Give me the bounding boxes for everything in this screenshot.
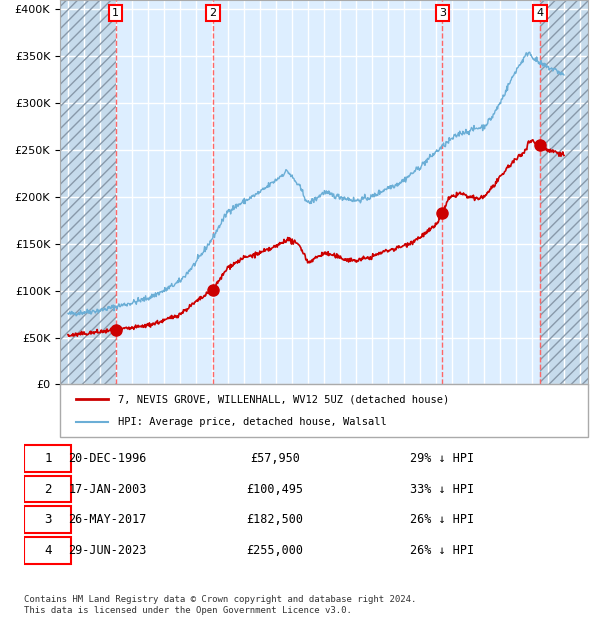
Bar — [540, 0, 588, 384]
FancyBboxPatch shape — [24, 507, 71, 533]
Text: £182,500: £182,500 — [247, 513, 304, 526]
Text: 4: 4 — [536, 8, 544, 18]
Text: 17-JAN-2003: 17-JAN-2003 — [68, 482, 147, 495]
Text: 1: 1 — [44, 452, 52, 465]
Text: £100,495: £100,495 — [247, 482, 304, 495]
Text: 4: 4 — [44, 544, 52, 557]
Bar — [60, 0, 116, 384]
Text: Contains HM Land Registry data © Crown copyright and database right 2024.
This d: Contains HM Land Registry data © Crown c… — [24, 595, 416, 614]
Text: 3: 3 — [439, 8, 446, 18]
Text: 33% ↓ HPI: 33% ↓ HPI — [410, 482, 475, 495]
Text: HPI: Average price, detached house, Walsall: HPI: Average price, detached house, Wals… — [118, 417, 387, 427]
Text: 26% ↓ HPI: 26% ↓ HPI — [410, 513, 475, 526]
Text: 20-DEC-1996: 20-DEC-1996 — [68, 452, 147, 465]
Text: £255,000: £255,000 — [247, 544, 304, 557]
FancyBboxPatch shape — [24, 445, 71, 472]
FancyBboxPatch shape — [24, 537, 71, 564]
FancyBboxPatch shape — [24, 476, 71, 502]
Text: 29% ↓ HPI: 29% ↓ HPI — [410, 452, 475, 465]
Text: 3: 3 — [44, 513, 52, 526]
Text: 7, NEVIS GROVE, WILLENHALL, WV12 5UZ (detached house): 7, NEVIS GROVE, WILLENHALL, WV12 5UZ (de… — [118, 394, 449, 404]
Bar — [60, 0, 116, 384]
Text: 26% ↓ HPI: 26% ↓ HPI — [410, 544, 475, 557]
Text: 2: 2 — [209, 8, 217, 18]
Text: 29-JUN-2023: 29-JUN-2023 — [68, 544, 147, 557]
Text: 26-MAY-2017: 26-MAY-2017 — [68, 513, 147, 526]
Bar — [540, 0, 588, 384]
Text: 2: 2 — [44, 482, 52, 495]
FancyBboxPatch shape — [60, 384, 588, 437]
Text: 1: 1 — [112, 8, 119, 18]
Text: £57,950: £57,950 — [250, 452, 300, 465]
